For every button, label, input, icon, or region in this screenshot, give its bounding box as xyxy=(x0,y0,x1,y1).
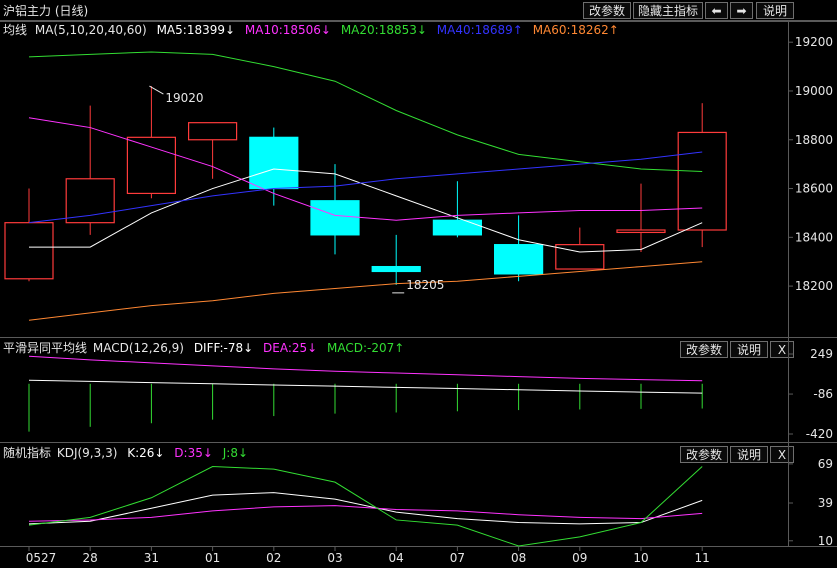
macd-macd-value: MACD:-207↑ xyxy=(327,341,405,355)
high-marker-line xyxy=(149,85,164,95)
x-date-label: 09 xyxy=(572,551,587,565)
ma10-value: MA10:18506↓ xyxy=(244,23,331,37)
candle-body xyxy=(494,244,544,275)
next-arrow-button[interactable]: ➡ xyxy=(730,2,753,19)
arrow-left-icon: ⬅ xyxy=(711,4,722,18)
kdj-ytick-label: 10 xyxy=(818,534,833,548)
kdj-formula: KDJ(9,3,3) xyxy=(56,446,118,460)
x-date-label: 11 xyxy=(695,551,710,565)
high-annotation: 19020 xyxy=(165,91,203,105)
ma40-line xyxy=(28,151,703,224)
candle-body xyxy=(371,265,421,273)
kdj-j-line xyxy=(28,466,703,547)
candle-body xyxy=(126,136,177,195)
main-ytick-label: 18400 xyxy=(795,230,833,244)
ma40-value: MA40:18689↑ xyxy=(436,23,523,37)
ma10-line xyxy=(28,117,703,221)
ma5-line xyxy=(29,168,703,253)
x-date-label: 01 xyxy=(205,551,220,565)
axis-labels: 18200 18400 18600 18800 19000 19200 249 -86 -420… xyxy=(26,35,833,565)
ma60-value: MA60:18262↑ xyxy=(532,23,619,37)
explain-button[interactable]: 说明 xyxy=(756,2,794,19)
candle-body xyxy=(555,244,605,270)
ma20-value: MA20:18853↓ xyxy=(340,23,427,37)
macd-header: 平滑异同平均线 MACD(12,26,9) DIFF:-78↓ DEA:25↓ … xyxy=(3,340,410,356)
x-date-label: 10 xyxy=(633,551,648,565)
macd-diff-value: DIFF:-78↓ xyxy=(193,341,254,355)
kdj-d-line xyxy=(28,505,703,522)
x-date-label: 0527 xyxy=(26,551,57,565)
macd-ytick-label: -420 xyxy=(806,427,833,441)
candle-body xyxy=(188,122,238,141)
main-ytick-label: 18800 xyxy=(795,133,833,147)
ma60-line xyxy=(28,261,703,321)
change-params-button[interactable]: 改参数 xyxy=(583,2,631,19)
prev-arrow-button[interactable]: ⬅ xyxy=(705,2,728,19)
kdj-header: 随机指标 KDJ(9,3,3) K:26↓ D:35↓ J:8↓ xyxy=(3,445,254,461)
macd-label: 平滑异同平均线 xyxy=(3,341,88,355)
x-date-label: 08 xyxy=(511,551,526,565)
ma5-value: MA5:18399↓ xyxy=(156,23,236,37)
candle-body xyxy=(432,219,482,236)
main-ytick-label: 19000 xyxy=(795,84,833,98)
x-date-label: 07 xyxy=(450,551,465,565)
x-date-label: 31 xyxy=(144,551,159,565)
main-ytick-label: 18600 xyxy=(795,182,833,196)
diff-line xyxy=(28,379,703,394)
main-pane-plot: 19020 18205 xyxy=(4,51,727,321)
x-date-label: 04 xyxy=(389,551,404,565)
macd-ytick-label: -86 xyxy=(813,387,833,401)
x-date-label: 02 xyxy=(266,551,281,565)
macd-change-params-button[interactable]: 改参数 xyxy=(680,341,728,358)
kdj-k-value: K:26↓ xyxy=(127,446,165,460)
kdj-label: 随机指标 xyxy=(3,446,52,460)
macd-explain-button[interactable]: 说明 xyxy=(730,341,768,358)
kdj-pane-plot xyxy=(28,466,703,547)
pane-frames xyxy=(0,21,837,547)
kdj-k-line xyxy=(28,492,703,525)
macd-close-button[interactable]: X xyxy=(770,341,794,358)
title-bar: 沪铝主力 (日线) 改参数 隐藏主指标 ⬅ ➡ 说明 xyxy=(0,0,837,21)
kdj-d-value: D:35↓ xyxy=(174,446,213,460)
kdj-close-button[interactable]: X xyxy=(770,446,794,463)
kdj-ytick-label: 69 xyxy=(818,457,833,471)
candle-body xyxy=(249,136,299,190)
ma20-line xyxy=(28,51,703,172)
x-date-label: 28 xyxy=(83,551,98,565)
macd-pane-plot xyxy=(28,355,703,432)
candle-body xyxy=(677,131,727,231)
macd-ytick-label: 249 xyxy=(810,347,833,361)
hide-main-indicator-button[interactable]: 隐藏主指标 xyxy=(633,2,703,19)
arrow-right-icon: ➡ xyxy=(736,4,747,18)
candle-body xyxy=(310,200,360,236)
x-date-label: 03 xyxy=(327,551,342,565)
macd-formula: MACD(12,26,9) xyxy=(92,341,184,355)
kdj-j-value: J:8↓ xyxy=(222,446,249,460)
kdj-ytick-label: 39 xyxy=(818,496,833,510)
main-indicator-label: 均线 xyxy=(3,23,28,37)
low-annotation: 18205 xyxy=(406,278,444,292)
candle-body xyxy=(65,178,115,224)
main-ytick-label: 19200 xyxy=(795,35,833,49)
main-ytick-label: 18200 xyxy=(795,279,833,293)
main-indicator-formula: MA(5,10,20,40,60) xyxy=(34,23,147,37)
candle-body xyxy=(4,222,54,280)
main-indicator-header: 均线 MA(5,10,20,40,60) MA5:18399↓ MA10:185… xyxy=(3,22,625,38)
dea-line xyxy=(28,355,703,382)
macd-dea-value: DEA:25↓ xyxy=(263,341,318,355)
window-title: 沪铝主力 (日线) xyxy=(3,4,89,18)
candle-body xyxy=(616,229,666,234)
kdj-explain-button[interactable]: 说明 xyxy=(730,446,768,463)
kdj-change-params-button[interactable]: 改参数 xyxy=(680,446,728,463)
